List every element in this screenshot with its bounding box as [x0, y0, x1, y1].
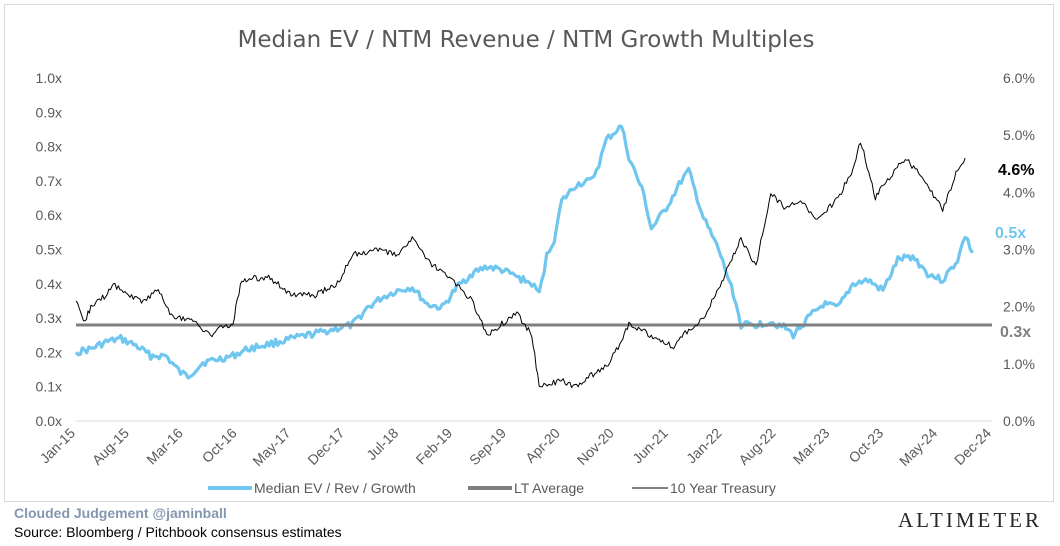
- credit-text: Clouded Judgement @jaminball: [14, 505, 227, 521]
- right-tick-label: 5.0%: [1003, 127, 1035, 143]
- right-tick-label: 4.0%: [1003, 184, 1035, 200]
- x-tick-label: Oct-23: [845, 425, 886, 466]
- treasury-end-label: 4.6%: [998, 162, 1034, 179]
- x-tick-label: Jan-22: [683, 425, 725, 467]
- x-tick-label: Sep-19: [466, 425, 509, 468]
- x-tick-label: Dec-17: [304, 425, 347, 468]
- lt-average-end-label: 0.3x: [1000, 324, 1031, 341]
- x-tick-label: Apr-20: [522, 425, 563, 466]
- left-tick-label: 0.9x: [36, 104, 62, 120]
- x-tick-label: Aug-22: [735, 425, 778, 468]
- legend-label: LT Average: [514, 480, 584, 496]
- x-tick-label: Jun-21: [629, 425, 671, 467]
- x-tick-label: May-24: [896, 425, 940, 469]
- right-tick-label: 6.0%: [1003, 70, 1035, 86]
- plot-area: [74, 124, 992, 389]
- right-tick-label: 2.0%: [1003, 299, 1035, 315]
- left-axis-ticks: 0.0x 0.1x 0.2x 0.3x 0.4x 0.5x 0.6x 0.7x 0.8x 0.9x…: [36, 70, 62, 429]
- legend-label: 10 Year Treasury: [670, 480, 776, 496]
- legend: Median EV / Rev / Growth LT Average 10 Yea…: [208, 480, 776, 496]
- left-tick-label: 0.7x: [36, 173, 62, 189]
- x-tick-label: Feb-19: [413, 425, 456, 468]
- ev-end-label: 0.5x: [995, 225, 1026, 242]
- left-tick-label: 0.2x: [36, 344, 62, 360]
- altimeter-logo: ALTIMETER: [897, 508, 1042, 532]
- left-tick-label: 0.6x: [36, 207, 62, 223]
- chart-title: Median EV / NTM Revenue / NTM Growth Mul…: [238, 27, 815, 53]
- left-tick-label: 0.0x: [36, 413, 62, 429]
- left-tick-label: 0.4x: [36, 276, 62, 292]
- x-tick-label: Mar-23: [790, 425, 833, 468]
- treasury-line: [75, 142, 966, 389]
- x-tick-label: Mar-16: [143, 425, 186, 468]
- x-axis-ticks: Jan-15 Aug-15 Mar-16 Oct-16 May-17 Dec-17 Jul-…: [37, 425, 995, 469]
- right-axis-ticks: 0.0% 1.0% 2.0% 3.0% 4.0% 5.0% 6.0%: [1003, 70, 1035, 429]
- left-tick-label: 0.1x: [36, 379, 62, 395]
- x-tick-label: May-17: [249, 425, 293, 469]
- legend-label: Median EV / Rev / Growth: [254, 480, 416, 496]
- left-tick-label: 1.0x: [36, 70, 62, 86]
- source-text: Source: Bloomberg / Pitchbook consensus …: [14, 524, 342, 540]
- chart-frame: [4, 4, 1054, 502]
- left-tick-label: 0.8x: [36, 139, 62, 155]
- left-tick-label: 0.3x: [36, 310, 62, 326]
- right-tick-label: 3.0%: [1003, 242, 1035, 258]
- right-tick-label: 0.0%: [1003, 413, 1035, 429]
- ev-revenue-growth-line: [74, 124, 974, 380]
- right-tick-label: 1.0%: [1003, 356, 1035, 372]
- x-tick-label: Aug-15: [89, 425, 132, 468]
- end-labels: 4.6% 0.5x 0.3x: [995, 162, 1034, 341]
- x-tick-label: Jul-18: [363, 425, 401, 463]
- x-tick-label: Oct-16: [199, 425, 240, 466]
- left-tick-label: 0.5x: [36, 242, 62, 258]
- x-tick-label: Nov-20: [574, 425, 617, 468]
- x-tick-label: Jan-15: [37, 425, 79, 467]
- x-tick-label: Dec-24: [951, 425, 994, 468]
